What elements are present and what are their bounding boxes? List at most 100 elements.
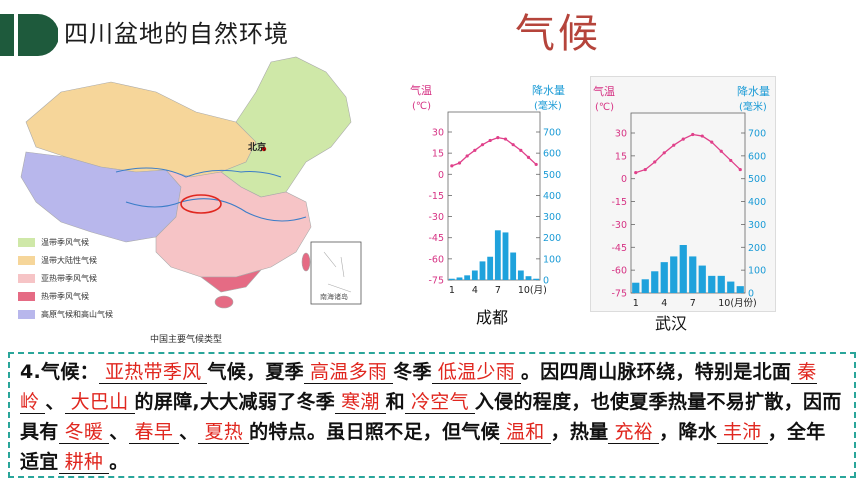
temperature-point	[729, 158, 733, 163]
right-tick-label: 100	[748, 266, 766, 277]
right-axis-unit: (毫米)	[534, 99, 562, 112]
text-segment: ，全年适宜	[20, 421, 826, 473]
x-tick-label: 7	[690, 298, 696, 309]
answer-blank: 耕种	[58, 451, 110, 474]
answer-blank: 高温多雨	[303, 361, 394, 384]
precipitation-bar	[464, 275, 471, 280]
temperature-point	[634, 171, 638, 175]
text-segment: 。因四周山脉环绕，特别是北面	[521, 361, 792, 383]
right-tick-label: 500	[748, 174, 766, 185]
right-tick-label: 300	[543, 212, 561, 223]
answer-blank: 冷空气	[404, 391, 475, 414]
temperature-point	[672, 143, 676, 147]
answer-blank: 低温少雨	[431, 361, 521, 384]
right-tick-label: 600	[748, 151, 766, 162]
precipitation-bar	[651, 271, 659, 293]
temperature-line	[635, 133, 741, 174]
legend-label: 温带季风气候	[41, 238, 89, 247]
wuhan-label: 武汉	[655, 314, 688, 333]
section-title: 气候	[515, 11, 601, 57]
left-tick-label: -15	[428, 191, 444, 202]
climate-paragraph: 4.气候： 亚热带季风 气候，夏季 高温多雨 冬季 低温少雨 。因四周山脉环绕，特别是北面秦…	[20, 357, 844, 477]
precipitation-bar	[689, 256, 697, 293]
left-tick-label: -75	[611, 289, 627, 300]
precipitation-bar	[510, 252, 517, 280]
left-axis-title: 气温	[410, 83, 432, 97]
text-segment: 。	[109, 451, 129, 473]
left-tick-label: -45	[428, 233, 444, 244]
temperature-point	[511, 143, 515, 147]
legend-item: 温带季风气候	[18, 237, 89, 248]
precipitation-bar	[708, 275, 716, 293]
plot-frame	[630, 112, 746, 294]
text-segment: 的特点。虽日照不足，但气候	[249, 421, 500, 443]
precipitation-bar	[487, 256, 494, 280]
left-axis-unit: (℃)	[595, 102, 614, 113]
precipitation-bar	[494, 230, 501, 280]
x-tick-label: 1	[633, 298, 639, 309]
right-tick-label: 0	[748, 289, 754, 300]
precipitation-bar	[471, 270, 478, 280]
right-tick-label: 400	[543, 191, 561, 202]
right-tick-label: 400	[748, 197, 766, 208]
precipitation-bar	[641, 279, 649, 293]
climate-description-box: 4.气候： 亚热带季风 气候，夏季 高温多雨 冬季 低温少雨 。因四周山脉环绕，特别是北面秦…	[8, 352, 856, 478]
temperature-point	[719, 149, 723, 153]
x-tick-label: 10(月)	[518, 285, 547, 296]
x-tick-label: 7	[495, 285, 501, 296]
text-segment: 冬季	[393, 361, 432, 383]
answer-blank: 亚热带季风	[98, 361, 208, 384]
answer-blank: 春早	[128, 421, 180, 444]
x-tick-label: 4	[472, 285, 478, 296]
left-tick-label: 15	[432, 149, 444, 160]
map-caption: 中国主要气候类型	[150, 335, 223, 345]
right-tick-label: 600	[543, 149, 561, 160]
answer-blank: 丰沛	[717, 421, 768, 444]
text-segment: 、	[179, 421, 199, 443]
legend-item: 温带大陆性气候	[18, 255, 97, 266]
answer-blank: 温和	[499, 421, 551, 444]
left-tick-label: 0	[621, 174, 627, 185]
answer-blank: 秦岭	[20, 361, 817, 414]
precipitation-bar	[448, 278, 455, 280]
left-tick-label: 0	[438, 170, 444, 181]
china-climate-map	[20, 56, 362, 309]
temperature-point	[473, 148, 477, 152]
legend-label: 温带大陆性气候	[41, 256, 97, 265]
temperature-point	[480, 143, 485, 147]
precipitation-bar	[502, 232, 509, 280]
precipitation-bar	[717, 275, 725, 293]
temperature-point	[691, 132, 695, 137]
legend-swatch	[18, 238, 35, 247]
right-axis-unit: (毫米)	[739, 100, 767, 113]
answer-blank: 寒潮	[335, 391, 386, 414]
precipitation-bar	[736, 286, 744, 293]
precipitation-bar	[479, 261, 486, 280]
legend-item: 亚热带季风气候	[18, 273, 97, 284]
precipitation-bar	[533, 278, 540, 280]
precipitation-bar	[698, 265, 706, 293]
temperature-point	[465, 154, 469, 158]
precipitation-bar	[727, 281, 735, 293]
legend-item: 热带季风气候	[18, 291, 89, 302]
answer-blank: 夏热	[198, 421, 250, 444]
temperature-point	[450, 164, 454, 168]
right-axis-title: 降水量	[737, 84, 770, 98]
precipitation-bar	[679, 245, 687, 293]
left-tick-label: -15	[611, 197, 627, 208]
page-title: 四川盆地的自然环境	[64, 20, 289, 48]
header-accent-bar	[0, 14, 58, 56]
temperature-point	[519, 148, 523, 152]
legend-swatch	[18, 310, 35, 319]
left-tick-label: -45	[611, 243, 627, 254]
chengdu-climate-chart: 气温 (℃) 降水量 (毫米) 30 15 0 -15 -30 -45 -60 -75 700 600 50…	[410, 83, 565, 296]
text-segment: 和	[385, 391, 405, 413]
precipitation-bar	[660, 262, 668, 293]
legend-swatch	[18, 292, 35, 301]
temperature-point	[710, 140, 714, 144]
temperature-point	[662, 151, 666, 155]
legend-label: 热带季风气候	[41, 292, 89, 301]
x-tick-label: 4	[661, 298, 667, 309]
left-tick-label: -60	[428, 254, 444, 265]
text-segment: 4.气候：	[20, 361, 99, 383]
